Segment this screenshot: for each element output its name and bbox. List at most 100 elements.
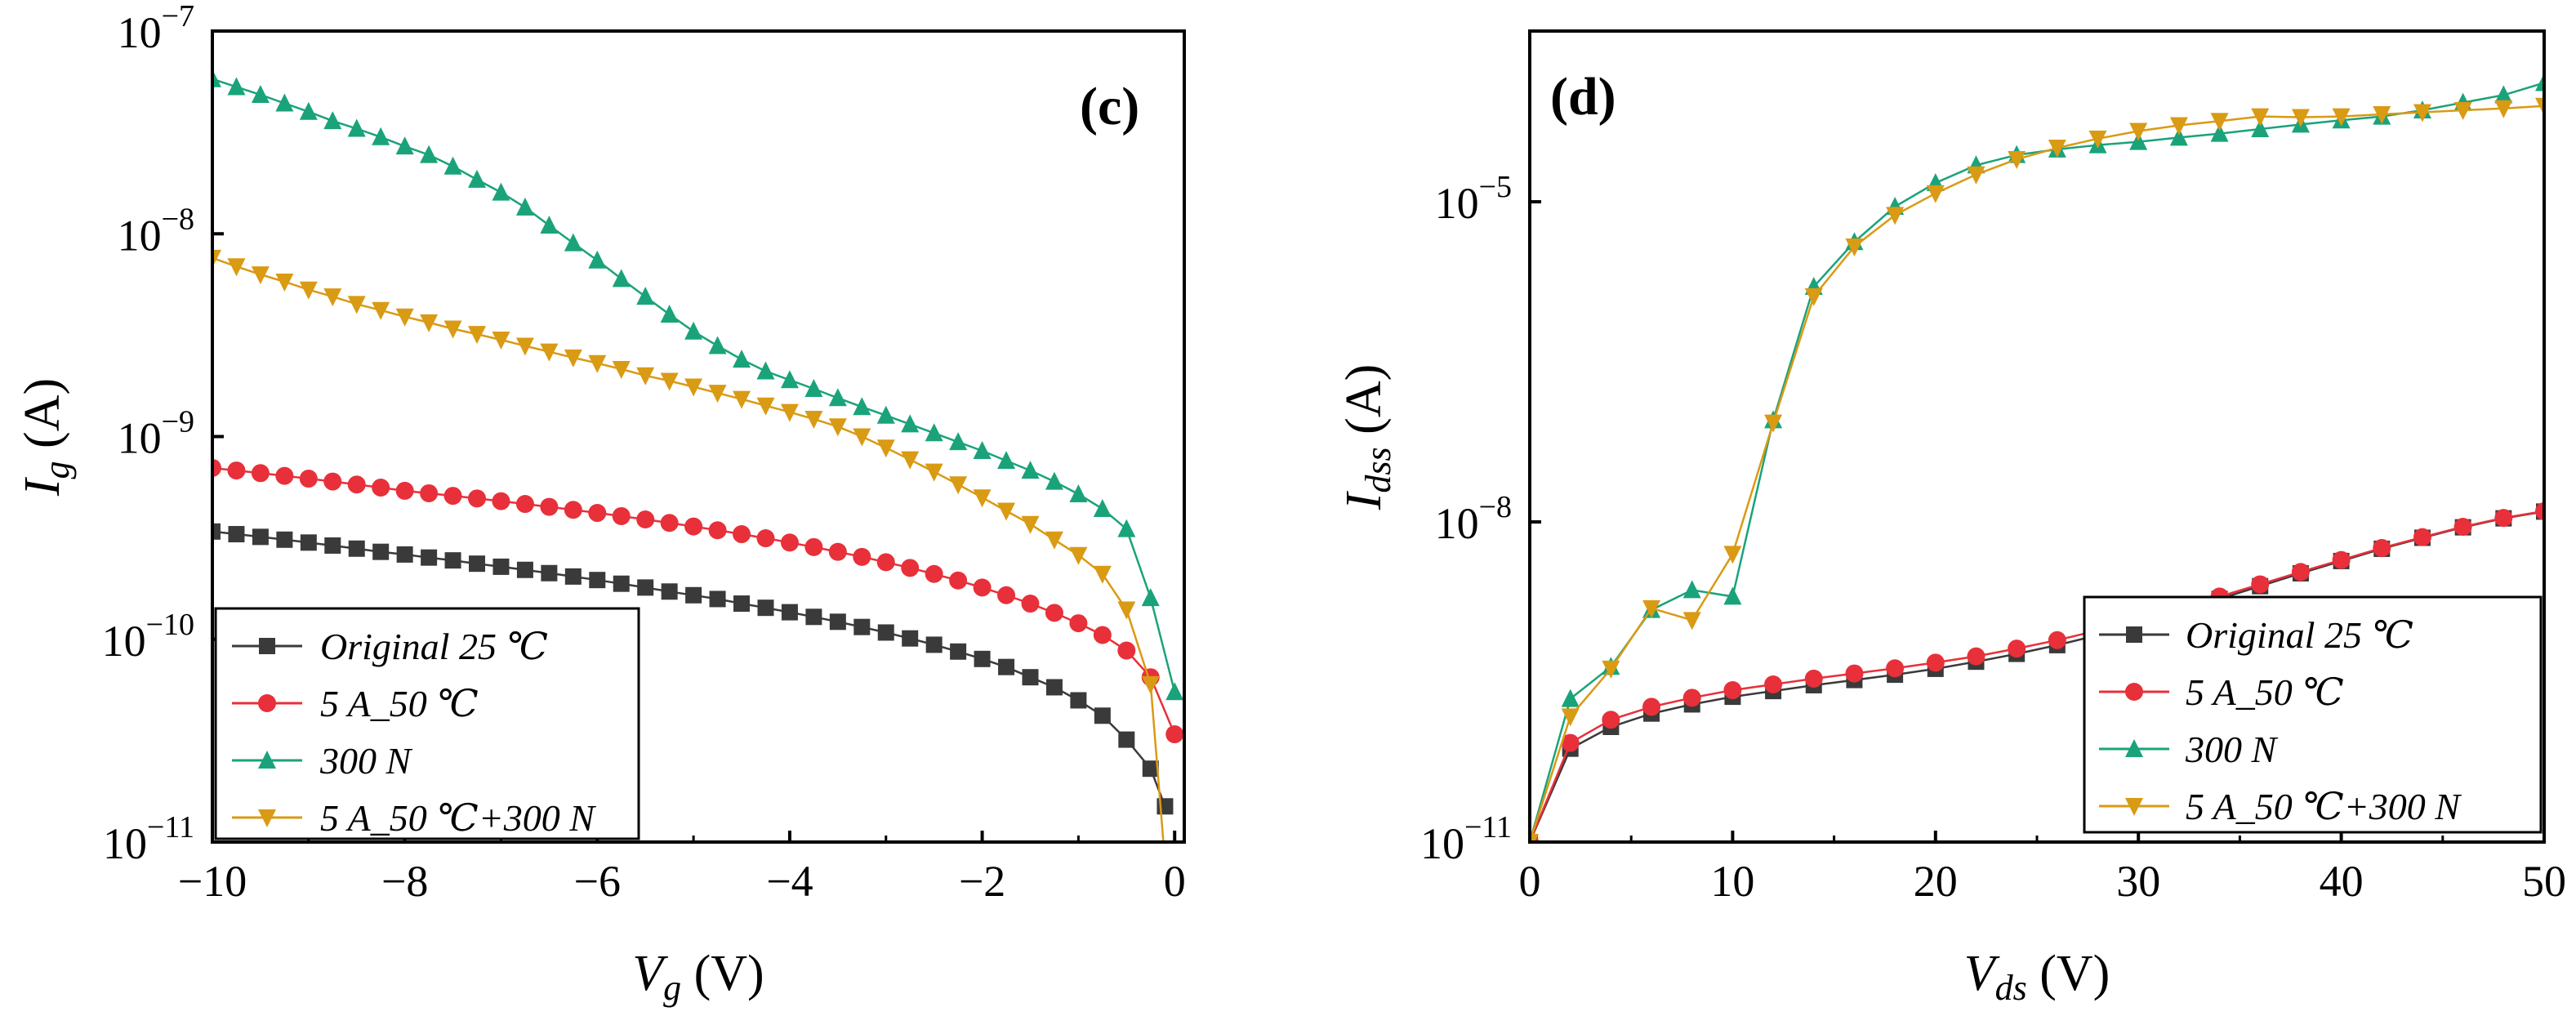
data-point	[395, 481, 414, 500]
data-point	[997, 502, 1016, 521]
data-point	[780, 403, 799, 422]
data-point	[515, 337, 534, 356]
data-point	[660, 514, 679, 533]
data-point	[876, 553, 895, 572]
series-layer-c	[212, 69, 1184, 842]
data-point	[541, 564, 558, 582]
legend-label: 300 N	[319, 740, 413, 782]
data-point	[973, 578, 992, 597]
data-point	[1602, 660, 1620, 679]
data-point	[275, 273, 294, 292]
legend-label: 300 N	[2185, 729, 2279, 770]
data-point	[420, 484, 439, 502]
data-point	[756, 361, 775, 380]
y-tick-label: 10−7	[118, 0, 194, 57]
data-point	[612, 269, 631, 287]
data-point	[443, 320, 462, 339]
data-point	[1093, 565, 1112, 584]
data-point	[709, 590, 726, 608]
data-point	[469, 555, 486, 573]
data-point	[2169, 127, 2188, 146]
legend-d: Original 25 ℃ 5 A_50 ℃ 300 N 5 A_50 ℃+300 N	[2083, 595, 2543, 834]
data-point	[1142, 760, 1159, 778]
data-point	[733, 390, 751, 409]
data-point	[733, 350, 751, 368]
data-point	[420, 314, 439, 332]
data-point	[974, 650, 991, 667]
data-point	[685, 586, 702, 604]
legend-marker	[259, 638, 275, 654]
data-point	[1093, 626, 1112, 644]
data-point	[901, 414, 920, 433]
data-point	[347, 296, 366, 314]
data-point	[997, 586, 1016, 604]
data-point	[2169, 117, 2188, 136]
legend-label: 5 A_50 ℃	[320, 683, 479, 724]
data-point	[228, 526, 245, 543]
data-point	[323, 472, 342, 491]
data-point	[804, 379, 823, 398]
data-point	[973, 441, 992, 460]
data-point	[252, 528, 269, 546]
x-tick-label: 40	[2320, 857, 2364, 906]
data-point	[756, 529, 775, 548]
data-point	[1723, 546, 1742, 564]
data-point	[708, 385, 727, 403]
data-point	[1804, 669, 1823, 688]
x-tick-label: −8	[381, 857, 428, 906]
data-point	[492, 182, 510, 201]
data-point	[2535, 97, 2544, 116]
data-point	[2494, 85, 2513, 104]
data-point	[1967, 166, 1985, 185]
data-point	[2291, 563, 2310, 582]
data-point	[828, 418, 847, 437]
data-point	[420, 145, 439, 163]
series-line	[1530, 105, 2544, 842]
data-point	[275, 466, 294, 485]
data-point	[1602, 711, 1620, 729]
data-point	[251, 266, 270, 285]
x-tick-label: 0	[1519, 857, 1541, 906]
data-point	[828, 542, 847, 561]
data-point	[323, 288, 342, 307]
x-tick-label: 20	[1914, 857, 1958, 906]
legend-entries-d: Original 25 ℃ 5 A_50 ℃ 300 N 5 A_50 ℃+300 N	[2099, 614, 2462, 827]
y-axis-title-d: Idss (A)	[1336, 364, 1398, 510]
y-tick-label: 10−9	[118, 405, 194, 463]
data-point	[1021, 595, 1040, 613]
x-tick-label: 30	[2116, 857, 2160, 906]
data-point	[468, 326, 487, 345]
x-tick-label: −6	[574, 857, 621, 906]
legend-c: Original 25 ℃ 5 A_50 ℃ 300 N 5 A_50 ℃+300 N	[214, 607, 640, 840]
data-point	[2251, 108, 2270, 127]
data-point	[1069, 484, 1088, 503]
data-point	[1886, 659, 1905, 678]
data-point	[2210, 123, 2229, 142]
data-point	[1804, 287, 1823, 306]
data-point	[2129, 123, 2148, 141]
data-point	[1094, 707, 1111, 724]
data-point	[1045, 531, 1063, 550]
data-point	[468, 489, 487, 508]
data-point	[2453, 102, 2472, 121]
data-point	[853, 618, 871, 635]
y-tick-label: 10−8	[1435, 490, 1512, 548]
data-point	[1723, 586, 1742, 605]
data-point	[2413, 528, 2431, 546]
data-point	[781, 604, 798, 621]
data-point	[275, 93, 294, 112]
data-point	[612, 506, 631, 525]
data-point	[684, 378, 703, 397]
data-point	[227, 461, 246, 480]
data-point	[1967, 647, 1985, 666]
x-tick-label: 10	[1710, 857, 1754, 906]
data-point	[1926, 185, 1945, 203]
data-point	[588, 504, 607, 523]
ticks-d: 0 10 20 30 40 50 10−11 10−8 10−5	[1420, 170, 2566, 906]
x-tick-label: −4	[766, 857, 813, 906]
legend-marker	[2126, 626, 2142, 643]
series-line	[1530, 82, 2544, 842]
data-point	[805, 608, 822, 626]
panel-label-c: (c)	[1080, 77, 1139, 136]
data-point	[1642, 697, 1661, 716]
